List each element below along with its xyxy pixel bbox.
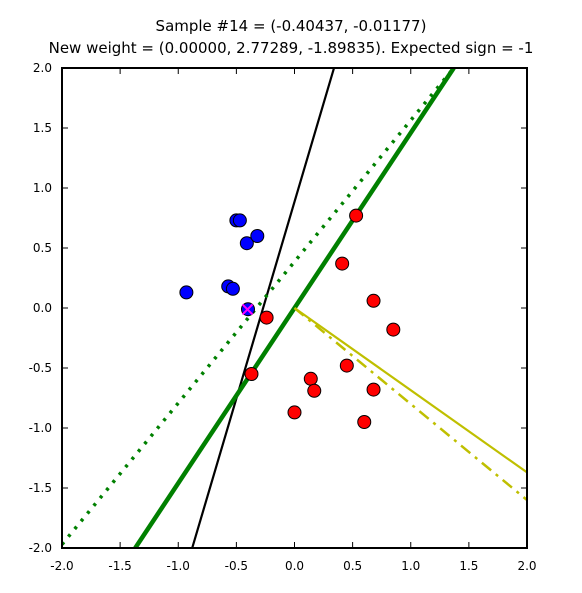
- x-tick-label: 2.0: [517, 559, 536, 573]
- positive-point-2: [225, 281, 240, 296]
- negative-point-10: [366, 382, 381, 397]
- positive-point-0: [179, 285, 194, 300]
- y-tick-label: -0.5: [29, 361, 52, 375]
- x-tick-label: -1.5: [108, 559, 131, 573]
- negative-point-4: [307, 383, 322, 398]
- x-tick-label: 0.5: [343, 559, 362, 573]
- negative-point-2: [287, 405, 302, 420]
- y-tick-label: 1.0: [33, 181, 52, 195]
- x-tick-label: 0.0: [285, 559, 304, 573]
- y-tick-label: -2.0: [29, 541, 52, 555]
- negative-point-8: [357, 415, 372, 429]
- target-separator-line: [191, 68, 336, 548]
- plot-frame: [61, 67, 528, 549]
- x-tick-label: 1.0: [401, 559, 420, 573]
- positive-point-6: [250, 229, 265, 243]
- positive-point-5: [239, 236, 254, 251]
- boundary-lines: [62, 68, 527, 548]
- previous-boundary-line: [62, 68, 456, 546]
- axis-ticks: -2.0 -1.5 -1.0 -0.5 0.0 0.5 1.0 1.5 2.0 -2.0 -1.5 -…: [29, 61, 537, 573]
- negative-point-9: [366, 293, 381, 308]
- negative-point-0: [259, 310, 274, 325]
- negative-point-11: [386, 322, 401, 337]
- negative-point-5: [335, 256, 350, 271]
- x-tick-label: -0.5: [225, 559, 248, 573]
- positive-point-4: [232, 213, 247, 228]
- chart-title-line-1: Sample #14 = (-0.40437, -0.01177): [155, 17, 427, 35]
- negative-point-6: [339, 358, 354, 373]
- data-points: [179, 208, 401, 429]
- chart-title-line-2: New weight = (0.00000, 2.77289, -1.89835…: [48, 39, 534, 57]
- negative-point-3: [303, 371, 318, 386]
- x-tick-label: -2.0: [50, 559, 73, 573]
- negative-point-1: [244, 367, 259, 381]
- y-tick-label: -1.5: [29, 481, 52, 495]
- y-tick-label: -1.0: [29, 421, 52, 435]
- current-sample-marker: [241, 303, 254, 316]
- x-tick-label: -1.0: [167, 559, 190, 573]
- negative-point-7: [349, 208, 364, 223]
- y-tick-label: 1.5: [33, 121, 52, 135]
- y-tick-label: 2.0: [33, 61, 52, 75]
- new-weight-vector-line: [293, 307, 527, 474]
- y-tick-label: 0.0: [33, 301, 52, 315]
- y-tick-label: 0.5: [33, 241, 52, 255]
- x-tick-label: 1.5: [459, 559, 478, 573]
- previous-weight-vector-line: [293, 307, 527, 501]
